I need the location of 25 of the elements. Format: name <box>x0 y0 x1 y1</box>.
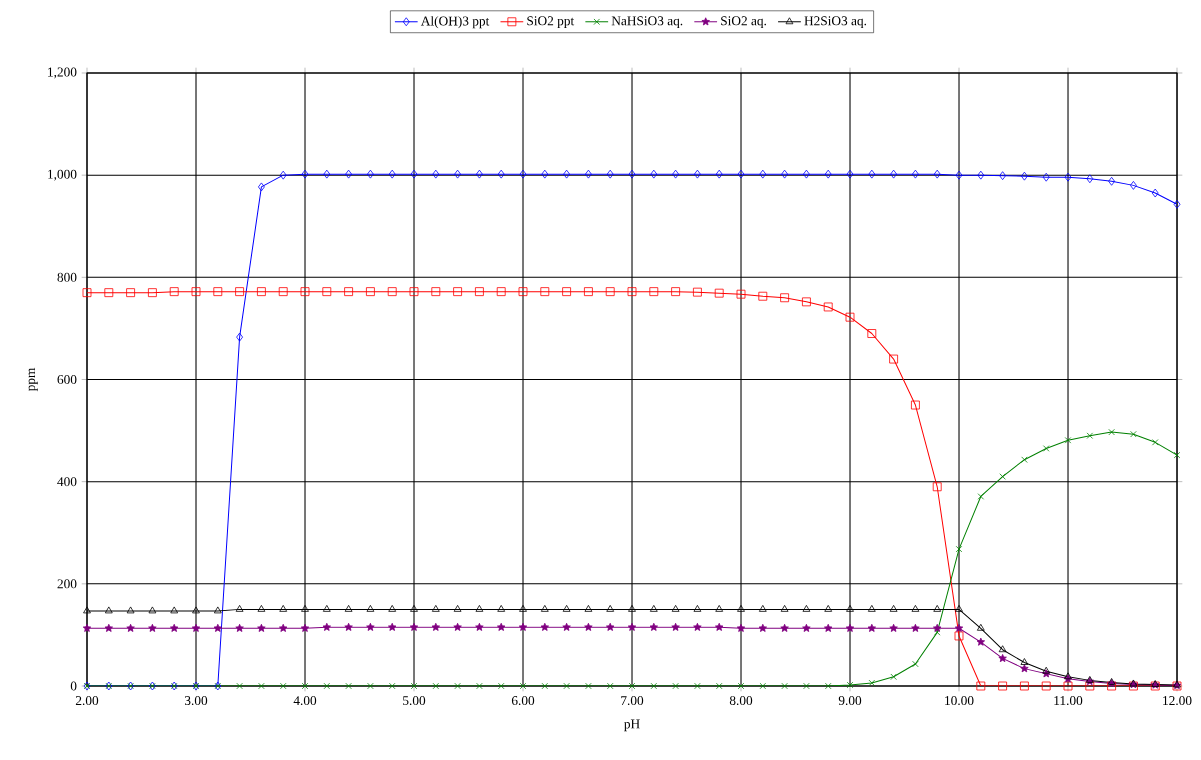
x-tick-label: 10.00 <box>945 696 974 706</box>
x-tick-label: 9.00 <box>838 696 862 706</box>
x-tick-label: 8.00 <box>729 696 753 706</box>
y-tick-label: 1,000 <box>48 169 77 181</box>
y-axis-title: ppm <box>28 367 38 392</box>
legend-label: Al(OH)3 ppt <box>420 16 490 29</box>
y-tick-label: 600 <box>57 375 77 384</box>
legend-label: H2SiO3 aq. <box>804 16 867 29</box>
x-tick-label: 12.00 <box>1163 696 1192 706</box>
y-tick-label: 800 <box>57 272 77 282</box>
x-tick-label: 6.00 <box>511 696 535 706</box>
x-tick-label: 2.00 <box>75 696 99 706</box>
x-axis-title: pH <box>624 719 640 732</box>
y-tick-label: 400 <box>57 477 77 487</box>
y-tick-label: 1,200 <box>48 67 77 79</box>
x-tick-label: 11.00 <box>1054 696 1083 706</box>
x-tick-label: 5.00 <box>403 696 426 706</box>
legend-label: NaHSiO3 aq. <box>611 16 683 29</box>
x-tick-label: 3.00 <box>184 696 208 706</box>
x-tick-label: 4.00 <box>293 696 317 706</box>
x-tick-label: 7.00 <box>621 696 644 706</box>
legend-label: SiO2 aq. <box>721 16 767 29</box>
y-tick-label: 0 <box>70 681 77 691</box>
legend-label: SiO2 ppt <box>527 16 575 29</box>
y-tick-label: 200 <box>57 579 77 589</box>
